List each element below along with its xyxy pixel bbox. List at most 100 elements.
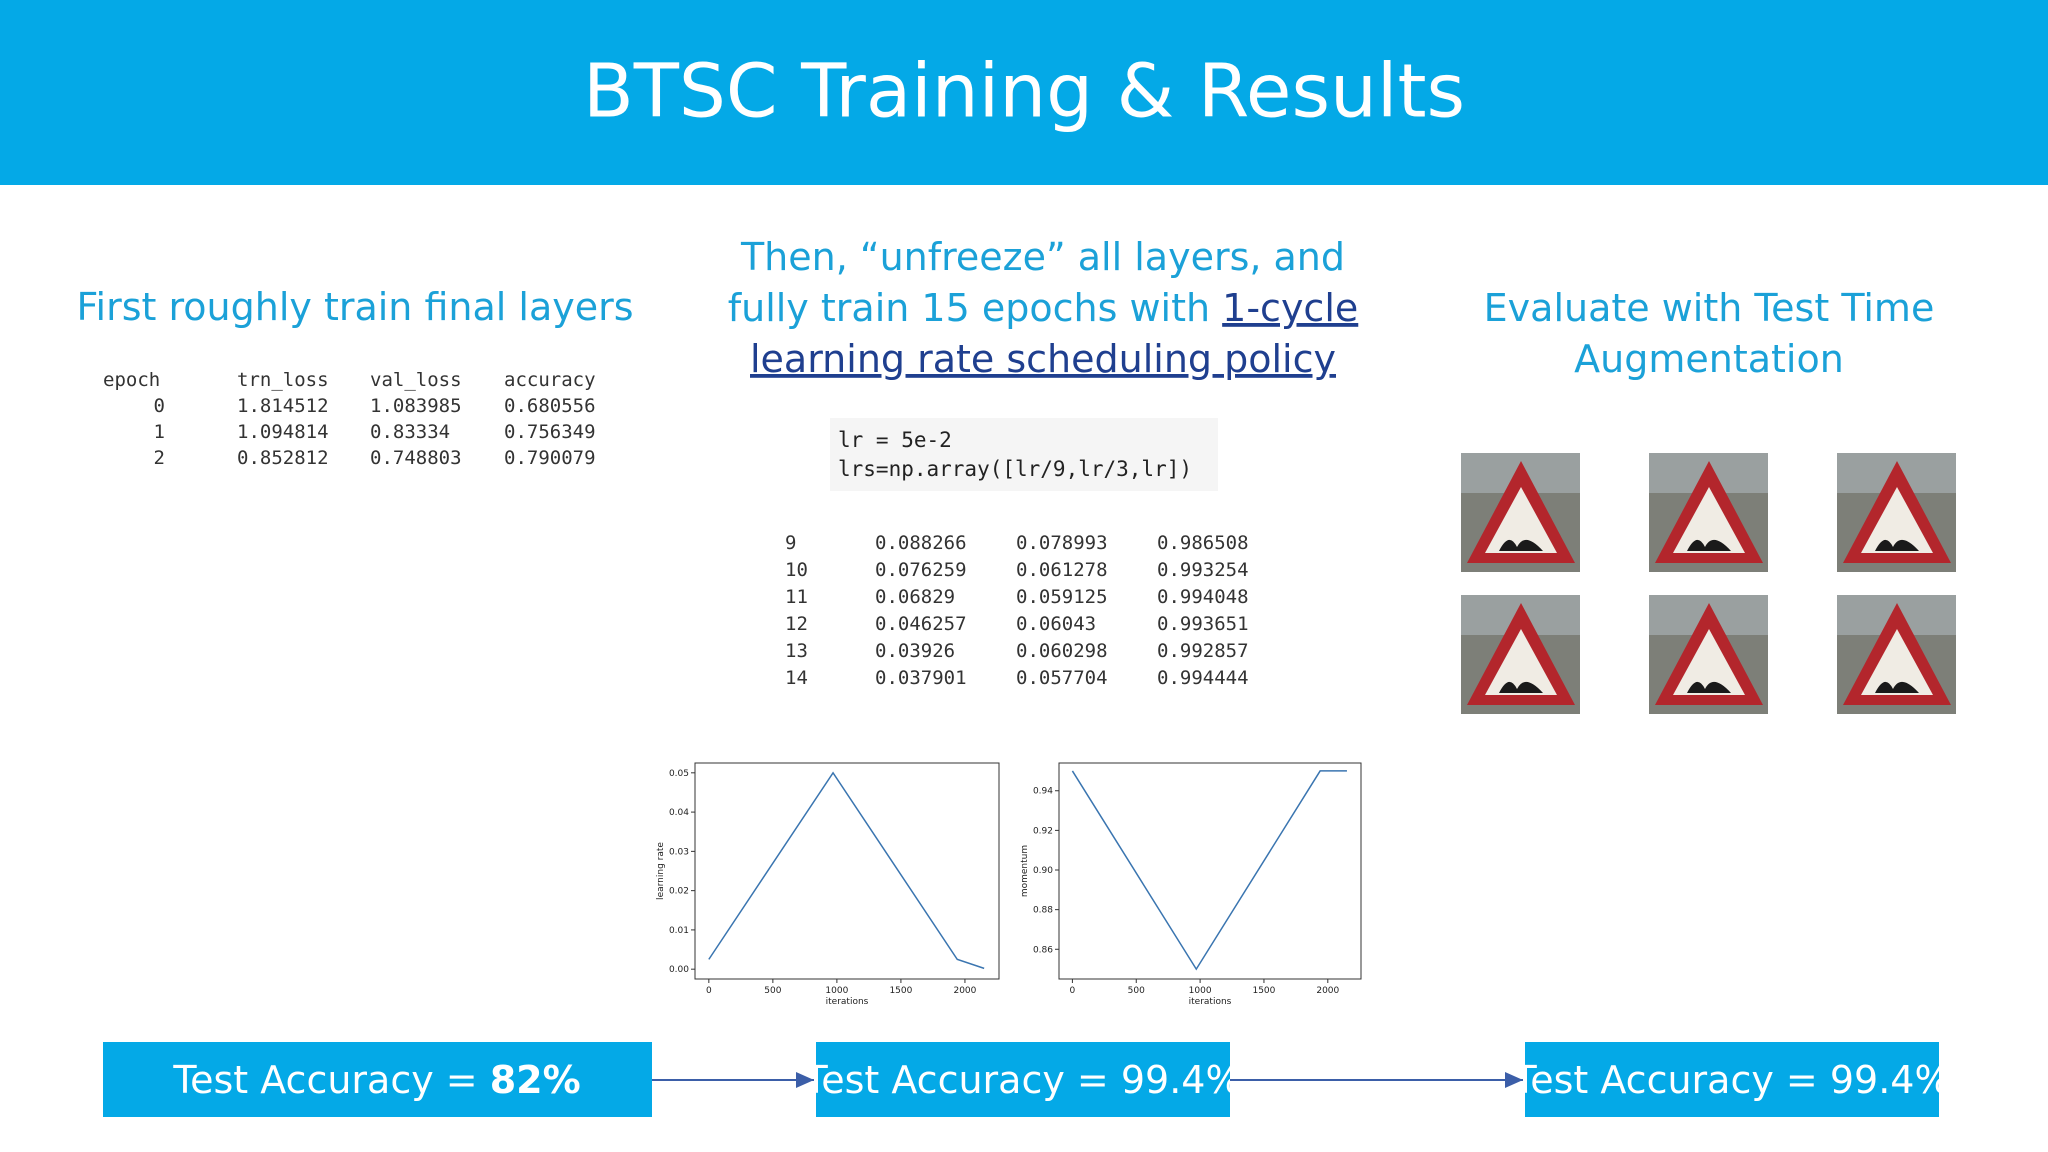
table-cell: 0.992857 (1157, 640, 1249, 662)
y-axis-label: learning rate (656, 842, 666, 900)
line (708, 771, 985, 970)
heading-text: fully train 15 epochs with (728, 286, 1222, 330)
y-axis-label: momentum (1020, 845, 1030, 897)
table-cell: 14 (785, 667, 808, 689)
y-tick-label: 0.94 (1033, 787, 1053, 797)
line (1071, 770, 1347, 971)
sign-bump (1687, 539, 1731, 551)
y-tick-label: 0.04 (669, 808, 689, 818)
y-tick-label: 0.01 (669, 926, 689, 936)
table-cell: 10 (785, 559, 808, 581)
y-tick-label: 0.92 (1033, 826, 1053, 836)
table-cell: 0.06043 (1016, 613, 1096, 635)
table-cell: 11 (785, 586, 808, 608)
code-line: lr = 5e-2 (838, 428, 952, 452)
table-cell: 0.03926 (875, 640, 955, 662)
table: 9 0.088266 0.078993 0.986508 10 0.076259 0.061… (785, 532, 1249, 689)
heading: First roughly train final layers (76, 285, 633, 329)
result-label: Test Accuracy = (172, 1058, 489, 1102)
table-cell: 0.059125 (1016, 586, 1108, 608)
link[interactable]: learning rate scheduling policy (750, 337, 1336, 381)
table: epoch trn_loss val_loss accuracy 0 1.814512 1.… (103, 369, 596, 469)
x-tick-label: 1000 (1189, 986, 1212, 996)
table-header: epoch (103, 369, 160, 391)
code-box (830, 418, 1218, 491)
sign-inner (1861, 487, 1933, 553)
result-label: Test Accuracy = (1512, 1058, 1829, 1102)
table-cell: 0.061278 (1016, 559, 1108, 581)
heading: Then, “unfreeze” all layers, and (740, 235, 1345, 279)
y-tick-label: 0.00 (669, 965, 689, 975)
table-cell: 9 (785, 532, 796, 554)
result-box (1525, 1042, 1939, 1117)
x-tick-label: 0 (706, 986, 712, 996)
sign-bump (1499, 539, 1543, 551)
table-cell: 0.83334 (370, 421, 450, 443)
table-cell: 1.094814 (237, 421, 329, 443)
code-line: lrs=np.array([lr/9,lr/3,lr]) (838, 457, 1192, 481)
table-cell: 0.037901 (875, 667, 967, 689)
sign-inner (1485, 629, 1557, 695)
table-cell: 0.046257 (875, 613, 967, 635)
result-box (816, 1042, 1230, 1117)
title: BTSC Training & Results (583, 49, 1465, 135)
table-cell: 0.680556 (504, 395, 596, 417)
x-tick-label: 1500 (1252, 986, 1275, 996)
table-cell: 1 (154, 421, 165, 443)
result-box (103, 1042, 652, 1117)
thumbnail (1649, 453, 1768, 572)
result-value: 82% (490, 1058, 581, 1102)
y-tick-label: 0.86 (1033, 945, 1053, 955)
link[interactable]: 1-cycle (1222, 286, 1358, 330)
table-cell: 13 (785, 640, 808, 662)
header-bar (0, 0, 2048, 185)
plot-frame (1058, 762, 1362, 980)
y-tick-label: 0.05 (669, 769, 689, 779)
x-axis-label: iterations (826, 997, 869, 1007)
x-tick-label: 500 (1128, 986, 1145, 996)
tta-images (1461, 453, 1956, 714)
heading: Evaluate with Test Time (1484, 286, 1935, 330)
thumbnail (1461, 453, 1580, 572)
heading: fully train 15 epochs with 1-cycle (728, 286, 1359, 330)
x-tick-label: 1000 (825, 986, 848, 996)
result-text: Test Accuracy = 99.4% (1512, 1058, 1950, 1102)
table-cell: 0.06829 (875, 586, 955, 608)
table-cell: 1.083985 (370, 395, 462, 417)
sign-bump (1875, 539, 1919, 551)
result-text: Test Accuracy = 99.4% (803, 1058, 1241, 1102)
charts: 0 500 1000 1500 2000 0.00 0.01 0.02 0.03 0.04 0.05… (656, 762, 1362, 1007)
sign-bump (1687, 681, 1731, 693)
table-cell: 0.057704 (1016, 667, 1108, 689)
heading: Augmentation (1574, 337, 1844, 381)
x-axis-label: iterations (1189, 997, 1232, 1007)
table-cell: 0.986508 (1157, 532, 1249, 554)
sign-inner (1861, 629, 1933, 695)
result-value: 99.4% (1121, 1058, 1242, 1102)
table-header: trn_loss (237, 369, 329, 391)
table-cell: 0.852812 (237, 447, 329, 469)
thumbnail (1461, 595, 1580, 714)
sign-inner (1673, 487, 1745, 553)
table-header: accuracy (504, 369, 596, 391)
table-cell: 0.993254 (1157, 559, 1249, 581)
x-tick-label: 2000 (953, 986, 976, 996)
plot-frame (694, 762, 1000, 980)
table-cell: 2 (154, 447, 165, 469)
x-tick-label: 500 (764, 986, 781, 996)
table-cell: 0.060298 (1016, 640, 1108, 662)
table-cell: 1.814512 (237, 395, 329, 417)
thumbnail (1837, 595, 1956, 714)
thumbnail (1649, 595, 1768, 714)
table-cell: 0 (154, 395, 165, 417)
sign-bump (1499, 681, 1543, 693)
result-value: 99.4% (1830, 1058, 1951, 1102)
y-tick-label: 0.02 (669, 887, 689, 897)
table-cell: 0.088266 (875, 532, 967, 554)
table-cell: 0.993651 (1157, 613, 1249, 635)
table-cell: 0.994444 (1157, 667, 1249, 689)
thumbnail (1837, 453, 1956, 572)
table-cell: 0.748803 (370, 447, 462, 469)
